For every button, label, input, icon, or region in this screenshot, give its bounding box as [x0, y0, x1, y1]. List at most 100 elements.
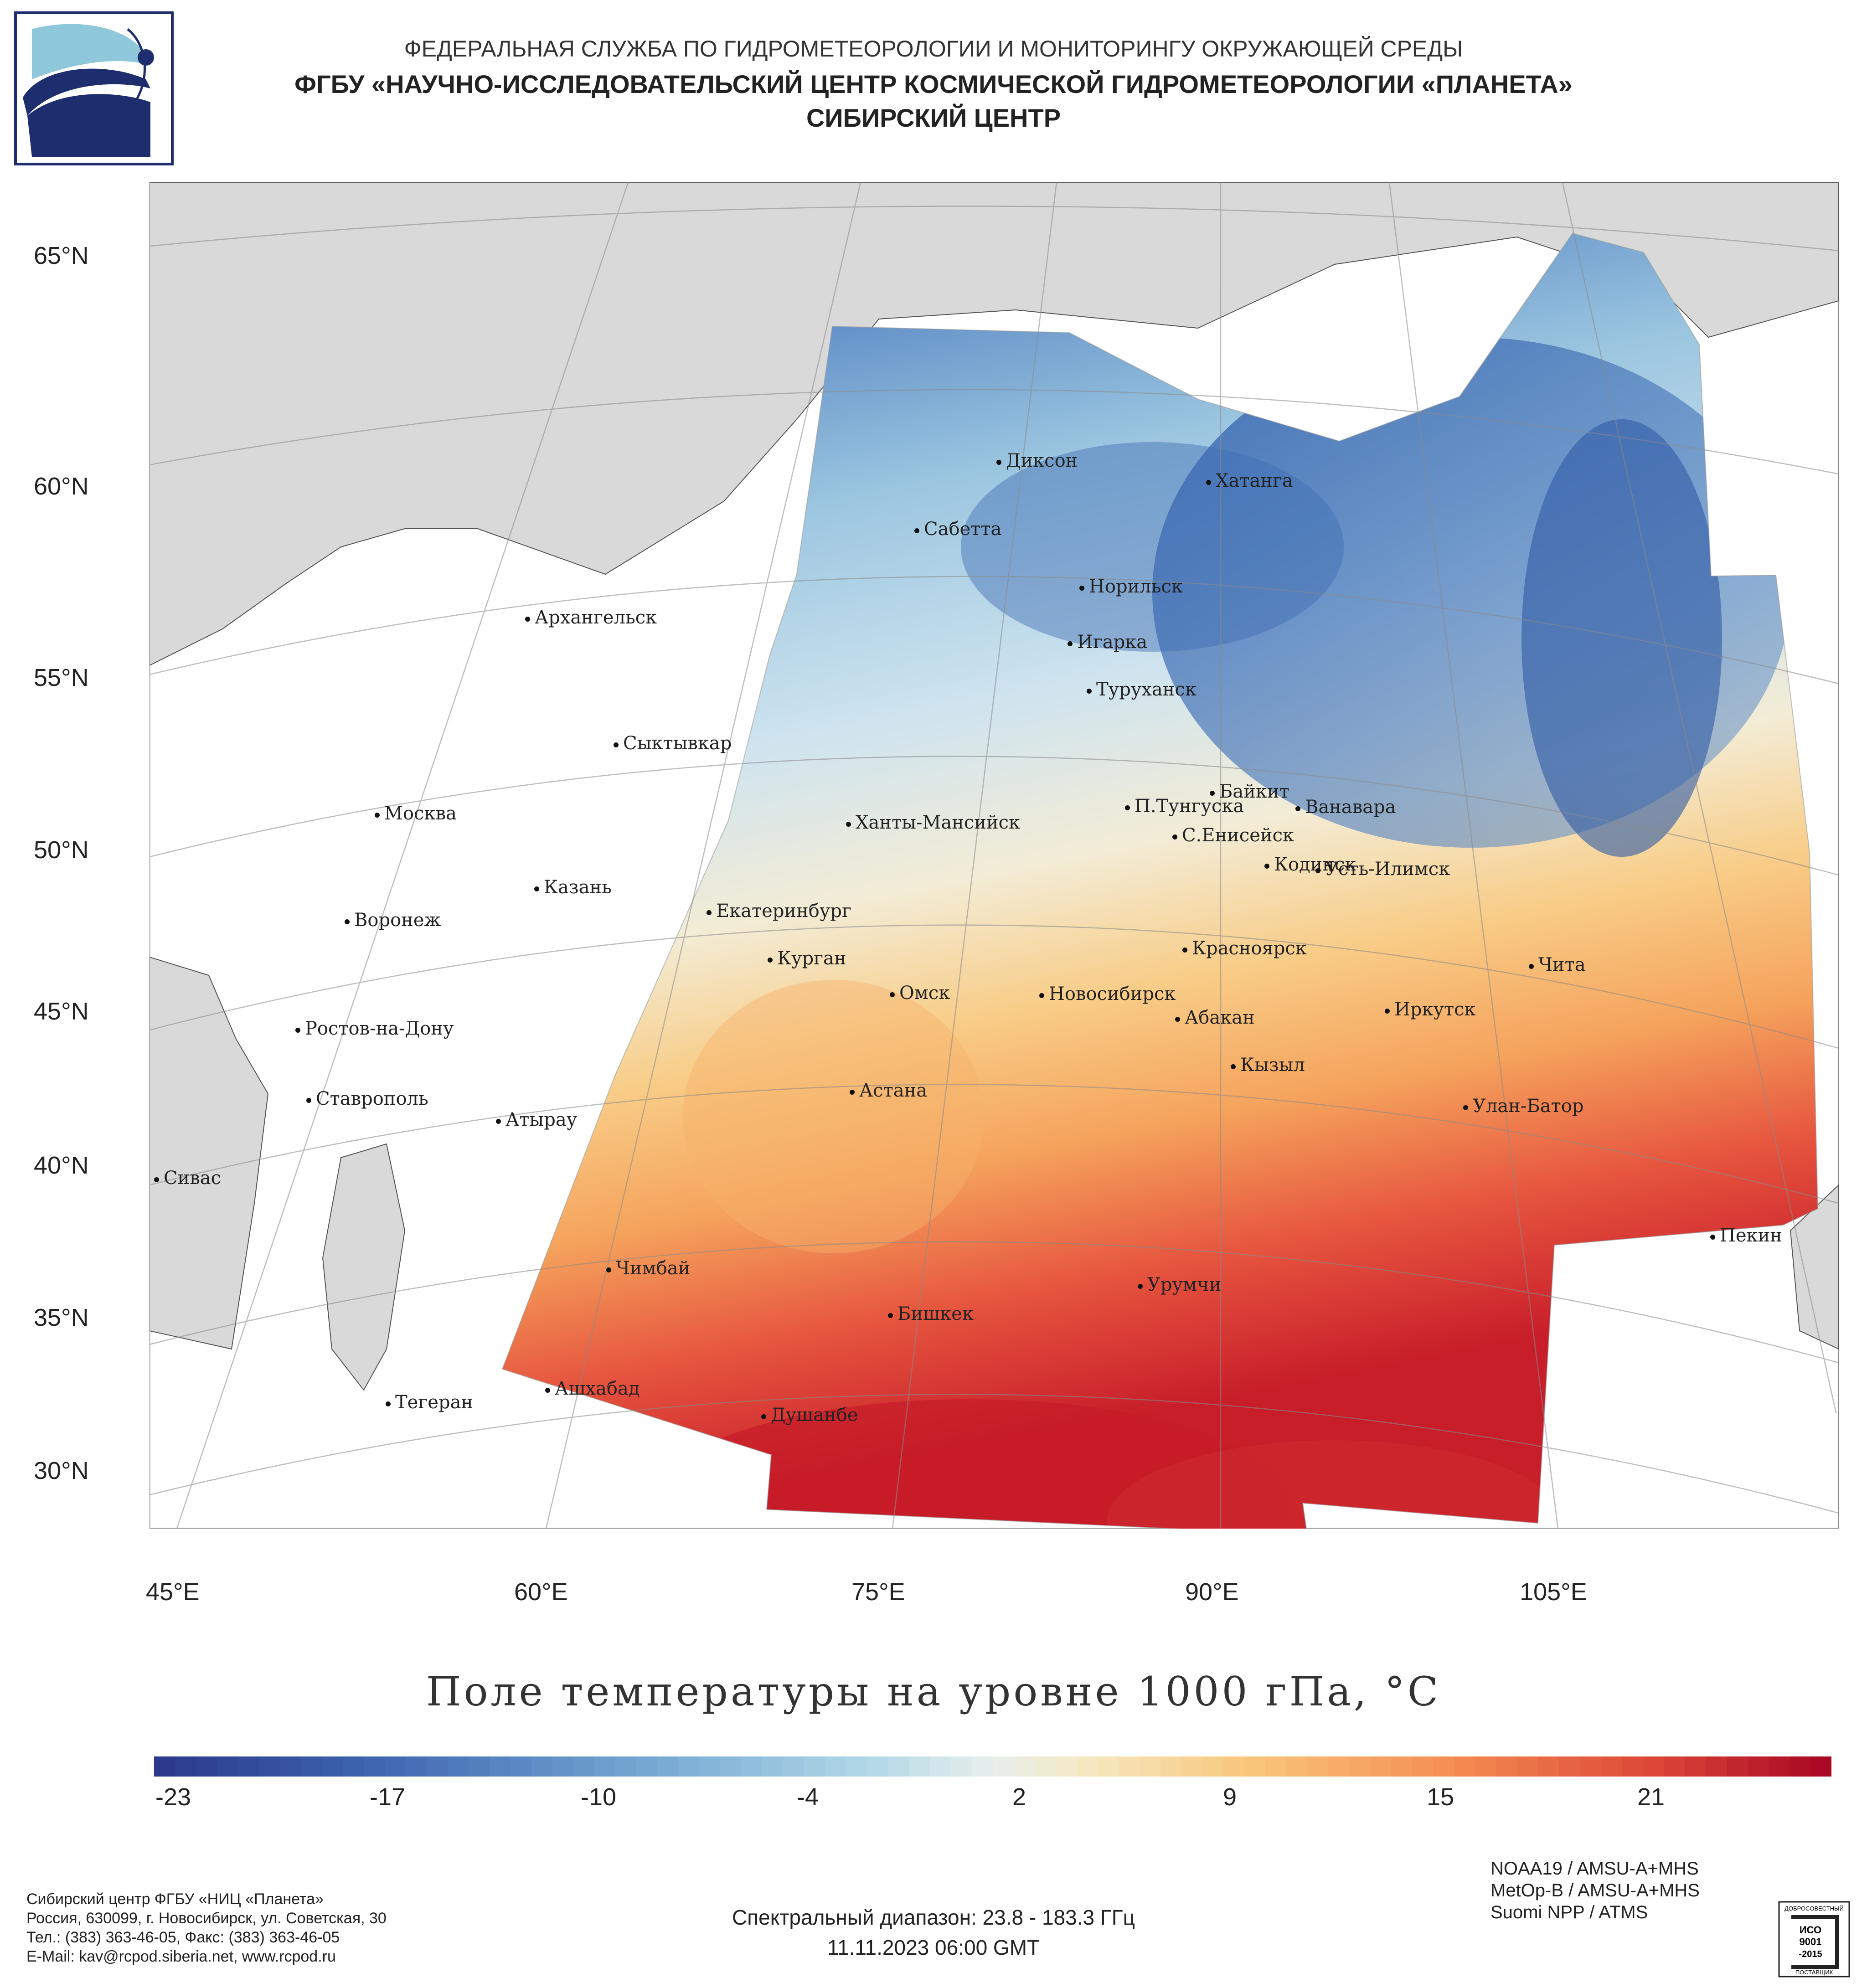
city-label: Новосибирск	[1039, 984, 1176, 1004]
city-name: Ашхабад	[555, 1378, 640, 1399]
colorbar-segment	[406, 1756, 427, 1777]
city-label: Урумчи	[1138, 1274, 1221, 1295]
city-name: Улан-Батор	[1473, 1096, 1584, 1117]
city-label: Курган	[768, 948, 846, 969]
colorbar-segment	[490, 1756, 511, 1777]
lat-label: 50°N	[34, 836, 89, 864]
colorbar-segment	[804, 1756, 825, 1777]
colorbar-segment	[1601, 1756, 1622, 1777]
city-name: Курган	[777, 948, 846, 969]
city-name: Москва	[384, 803, 457, 824]
colorbar-segment	[1014, 1756, 1035, 1777]
city-marker-icon	[888, 1313, 893, 1318]
city-label: Омск	[890, 983, 950, 1004]
iso-text: -2015	[1799, 1949, 1822, 1959]
colorbar-segment	[552, 1756, 574, 1777]
city-marker-icon	[846, 821, 851, 827]
lon-label: 75°E	[851, 1578, 905, 1606]
city-name: Чимбай	[616, 1258, 691, 1279]
colorbar-tick: -17	[369, 1783, 406, 1811]
city-label: Пекин	[1710, 1225, 1782, 1246]
org-line: Тел.: (383) 363-46-05, Факс: (383) 363-4…	[26, 1929, 340, 1946]
city-marker-icon	[1529, 963, 1534, 969]
sensor-line: Suomi NPP / ATMS	[1491, 1902, 1648, 1922]
colorbar-segment	[1098, 1756, 1119, 1777]
colorbar-segment	[1769, 1756, 1790, 1777]
colorbar-segment	[657, 1756, 679, 1777]
colorbar-segment	[1370, 1756, 1392, 1777]
colorbar-segment	[720, 1756, 742, 1777]
colorbar-segment	[867, 1756, 888, 1777]
city-label: Архангельск	[525, 607, 657, 628]
colorbar-segment	[343, 1756, 364, 1777]
city-name: Ростов-на-Дону	[305, 1018, 454, 1039]
colorbar-segment	[972, 1756, 993, 1777]
city-marker-icon	[1710, 1234, 1715, 1240]
colorbar-tick: 9	[1222, 1783, 1237, 1811]
observation-datetime: 11.11.2023 06:00 GMT	[827, 1936, 1040, 1959]
iso-text: ИСО	[1800, 1924, 1821, 1936]
city-label: Бишкек	[888, 1303, 974, 1324]
colorbar-segment	[1412, 1756, 1434, 1777]
city-label: Красноярск	[1182, 938, 1307, 959]
city-name: Диксон	[1006, 450, 1078, 471]
city-marker-icon	[1039, 993, 1044, 998]
colorbar-segment	[993, 1756, 1014, 1777]
city-label: Иркутск	[1385, 999, 1476, 1020]
lon-label: 60°E	[514, 1578, 568, 1606]
city-marker-icon	[545, 1387, 550, 1393]
colorbar-segment	[762, 1756, 784, 1777]
sensor-line: MetOp-B / AMSU-A+MHS	[1491, 1880, 1700, 1900]
city-marker-icon	[1175, 1016, 1180, 1022]
colorbar-segment	[1496, 1756, 1517, 1777]
colorbar-segment	[783, 1756, 805, 1777]
colorbar-segment	[1538, 1756, 1559, 1777]
colorbar-segment	[1810, 1756, 1831, 1777]
city-marker-icon	[1079, 585, 1084, 591]
city-name: П.Тунгуска	[1135, 796, 1244, 817]
city-label: Астана	[850, 1080, 927, 1101]
city-name: Сыктывкар	[623, 733, 732, 754]
colorbar-segment	[1328, 1756, 1350, 1777]
colorbar-tick: 2	[1012, 1783, 1026, 1811]
colorbar-segment	[1119, 1756, 1140, 1777]
colorbar-segment	[1643, 1756, 1664, 1777]
city-name: Хатанга	[1216, 470, 1293, 491]
lon-label: 105°E	[1520, 1578, 1587, 1606]
city-label: Ростов-на-Дону	[295, 1018, 454, 1039]
colorbar-segment	[259, 1756, 280, 1777]
city-label: Сабетта	[914, 519, 1001, 540]
colorbar-segment	[699, 1756, 721, 1777]
colorbar-segment	[636, 1756, 658, 1777]
city-name: Ставрополь	[316, 1088, 428, 1109]
colorbar-segment	[1622, 1756, 1643, 1777]
city-marker-icon	[768, 957, 773, 963]
colorbar	[154, 1756, 1831, 1777]
city-marker-icon	[154, 1177, 159, 1182]
city-marker-icon	[1068, 641, 1073, 646]
city-marker-icon	[534, 886, 539, 891]
colorbar-segment	[930, 1756, 951, 1777]
colorbar-segment	[238, 1756, 259, 1777]
colorbar-segment	[1286, 1756, 1308, 1777]
city-name: Екатеринбург	[716, 901, 851, 922]
iso-text: ПОСТАВЩИК	[1795, 1969, 1833, 1976]
lat-label: 30°N	[34, 1457, 89, 1484]
colorbar-tick: -23	[155, 1783, 191, 1811]
colorbar-segment	[175, 1756, 196, 1777]
city-name: Сабетта	[924, 519, 1002, 540]
iso-text: ДОБРОСОВЕСТНЫЙ	[1784, 1905, 1844, 1912]
city-label: Ханты-Мансийск	[846, 812, 1020, 833]
colorbar-tick: -4	[796, 1783, 819, 1811]
header-center: СИБИРСКИЙ ЦЕНТР	[806, 103, 1061, 132]
lat-label: 40°N	[34, 1152, 89, 1179]
city-label: Ванавара	[1295, 797, 1396, 818]
city-label: Чита	[1529, 954, 1586, 975]
city-name: Сивас	[164, 1168, 222, 1189]
city-label: Душанбе	[761, 1405, 858, 1426]
city-marker-icon	[996, 459, 1001, 465]
city-marker-icon	[1125, 805, 1130, 810]
city-name: Атырау	[505, 1109, 578, 1130]
colorbar-segment	[531, 1756, 553, 1777]
city-label: Ашхабад	[545, 1378, 640, 1399]
